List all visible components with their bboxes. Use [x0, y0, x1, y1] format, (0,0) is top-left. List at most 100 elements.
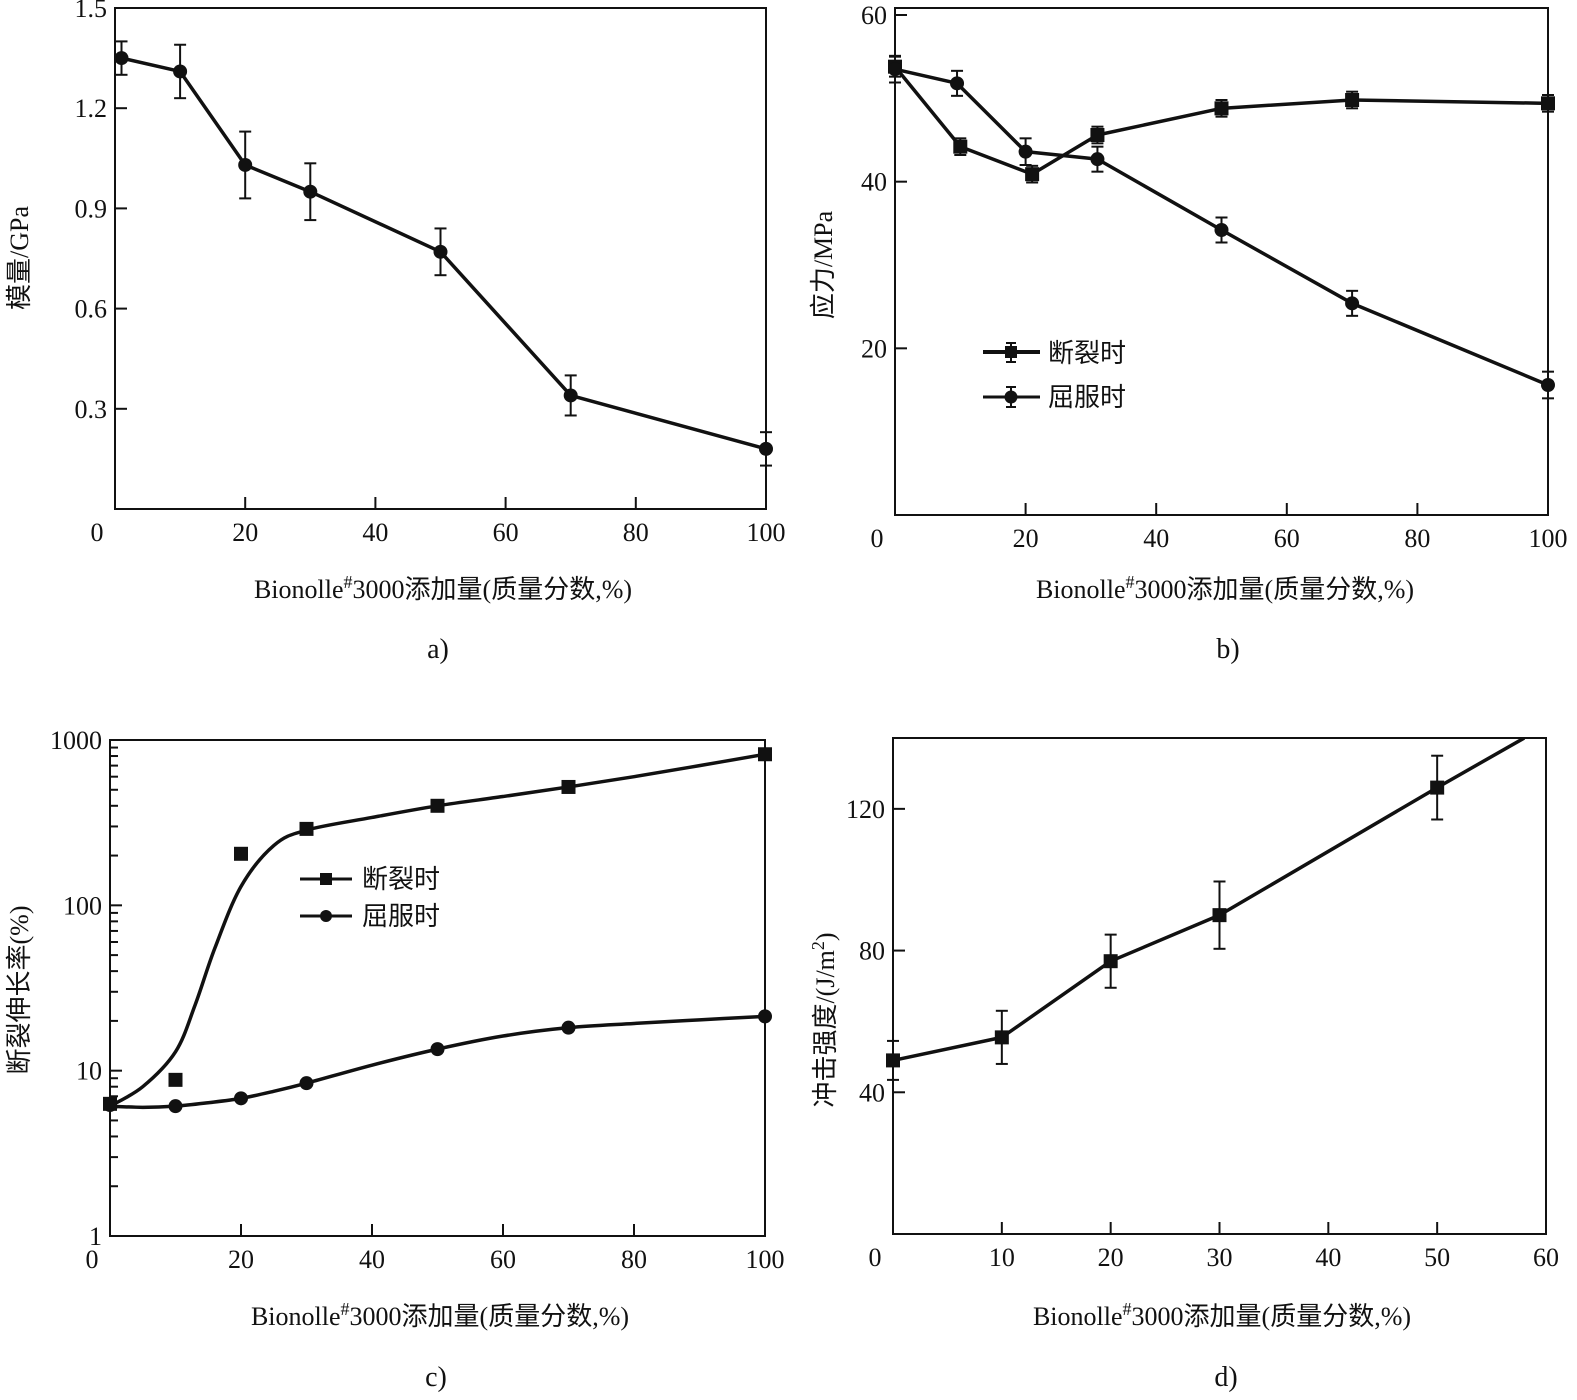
data-point-circle — [561, 1020, 576, 1035]
x-tick-label: 80 — [621, 1245, 647, 1274]
data-point-square — [1103, 954, 1118, 969]
data-point-circle — [238, 157, 253, 172]
series-2 — [109, 1014, 766, 1110]
x-tick-label: 40 — [362, 518, 388, 547]
x-tick-label: 0 — [869, 1243, 882, 1272]
data-point-circle — [303, 184, 318, 199]
plot-frame — [114, 7, 767, 510]
y-tick-label: 20 — [861, 334, 887, 363]
data-point-square — [1345, 93, 1360, 107]
y-tick-label: 100 — [63, 891, 102, 920]
plot-area-b: 0 20 40 60 80 100 20 40 60 — [861, 1, 1568, 553]
data-point-circle — [1541, 378, 1555, 392]
data-point-square — [1214, 101, 1229, 116]
y-tick-label: 0.3 — [75, 395, 108, 424]
data-point-square — [1541, 96, 1555, 111]
data-point-square — [168, 1072, 183, 1087]
y-tick-label: 10 — [76, 1057, 102, 1086]
y-tick-label: 0.6 — [75, 295, 108, 324]
x-tick-label: 80 — [1404, 524, 1430, 553]
x-tick-label: 100 — [747, 518, 786, 547]
data-point-square — [994, 1030, 1009, 1045]
x-tick-label: 10 — [989, 1243, 1015, 1272]
y-tick-label: 1.2 — [75, 94, 108, 123]
x-tick-label: 20 — [1098, 1243, 1124, 1272]
legend-label-yield: 屈服时 — [362, 902, 440, 932]
y-axis-title-d: 冲击强度/(J/m2) — [808, 932, 840, 1107]
panel-a-modulus: 0 20 40 60 80 100 0.3 0.6 0.9 1.2 1.5 Bionolle#300… — [5, 0, 786, 665]
x-axis-title-d: Bionolle#3000添加量(质量分数,%) — [1033, 1299, 1411, 1331]
series-1 — [109, 752, 766, 1108]
legend-entry-break: 断裂时 — [300, 865, 440, 895]
legend-c: 断裂时 屈服时 — [300, 865, 440, 932]
legend-entry-yield: 屈服时 — [300, 902, 440, 932]
data-point-square — [1090, 128, 1105, 142]
legend-b: 断裂时 屈服时 — [983, 339, 1126, 413]
plot-frame — [109, 739, 766, 1237]
legend-label-break: 断裂时 — [1048, 339, 1126, 369]
data-point-square — [1025, 167, 1040, 182]
y-tick-label: 1.5 — [75, 0, 108, 23]
x-axis-title-a: Bionolle#3000添加量(质量分数,%) — [254, 572, 632, 604]
panel-d-impact: 0 10 20 30 40 50 60 40 80 120 Bionolle#3000添加量(质量… — [808, 737, 1559, 1393]
data-point-square — [1430, 780, 1445, 795]
data-point-circle — [114, 51, 129, 66]
y-tick-label: 1 — [89, 1222, 102, 1251]
series-line — [892, 738, 1526, 1063]
x-tick-label: 80 — [623, 518, 649, 547]
x-tick-label: 20 — [1013, 524, 1039, 553]
plot-frame — [894, 7, 1549, 516]
data-point-square — [561, 779, 576, 794]
data-point-circle — [1214, 223, 1229, 237]
data-point-circle — [168, 1099, 183, 1114]
data-point-circle — [430, 1042, 445, 1057]
legend-entry-break: 断裂时 — [983, 339, 1126, 369]
data-point-square — [886, 1053, 900, 1068]
data-point-square — [953, 139, 968, 154]
caption-a: a) — [427, 634, 449, 665]
data-point-circle — [1090, 152, 1105, 167]
legend-label-yield: 屈服时 — [1048, 383, 1126, 413]
x-tick-label: 40 — [1143, 524, 1169, 553]
plot-area-a: 0 20 40 60 80 100 0.3 0.6 0.9 1.2 1.5 — [75, 0, 786, 547]
x-tick-label: 20 — [232, 518, 258, 547]
y-tick-label: 1000 — [50, 726, 102, 755]
data-point-circle — [173, 64, 188, 79]
data-point-circle — [103, 1097, 117, 1112]
legend-label-break: 断裂时 — [362, 865, 440, 895]
panel-b-stress: 0 20 40 60 80 100 20 40 60 Bionolle#3000添加量(质量分数… — [809, 1, 1568, 665]
series-1 — [889, 55, 1554, 184]
data-point-square — [758, 747, 772, 762]
data-point-square — [1212, 908, 1227, 923]
panel-c-elongation: 0 20 40 60 80 100 1 10 100 1000 Bionolle#3000添加量(… — [5, 726, 785, 1393]
x-axis-title-b: Bionolle#3000添加量(质量分数,%) — [1036, 572, 1414, 604]
plot-area-d: 0 10 20 30 40 50 60 40 80 120 — [846, 737, 1559, 1272]
x-tick-label: 0 — [86, 1245, 99, 1274]
data-point-circle — [234, 1091, 248, 1106]
x-tick-label: 60 — [1274, 524, 1300, 553]
x-axis-title-c: Bionolle#3000添加量(质量分数,%) — [251, 1299, 629, 1331]
data-point-square — [299, 821, 314, 836]
x-tick-label: 100 — [1529, 524, 1568, 553]
series-line — [109, 752, 766, 1108]
y-tick-label: 60 — [861, 1, 887, 30]
y-tick-label: 40 — [859, 1078, 885, 1107]
data-point-circle — [759, 441, 773, 456]
x-tick-label: 60 — [1533, 1243, 1559, 1272]
plot-frame — [892, 737, 1547, 1235]
y-axis-title-a: 模量/GPa — [5, 206, 34, 310]
data-point-square — [234, 846, 248, 861]
data-point-circle — [299, 1076, 314, 1091]
y-axis-title-c: 断裂伸长率(%) — [5, 906, 34, 1075]
x-tick-label: 60 — [493, 518, 519, 547]
data-point-circle — [1345, 296, 1360, 311]
y-tick-label: 80 — [859, 937, 885, 966]
plot-area-c: 0 20 40 60 80 100 1 10 100 1000 — [50, 726, 785, 1274]
y-axis-title-b: 应力/MPa — [809, 210, 838, 319]
data-point-circle — [563, 388, 578, 403]
caption-c: c) — [425, 1362, 447, 1393]
data-point-circle — [950, 76, 965, 91]
caption-b: b) — [1216, 634, 1239, 665]
data-point-circle — [888, 62, 902, 77]
